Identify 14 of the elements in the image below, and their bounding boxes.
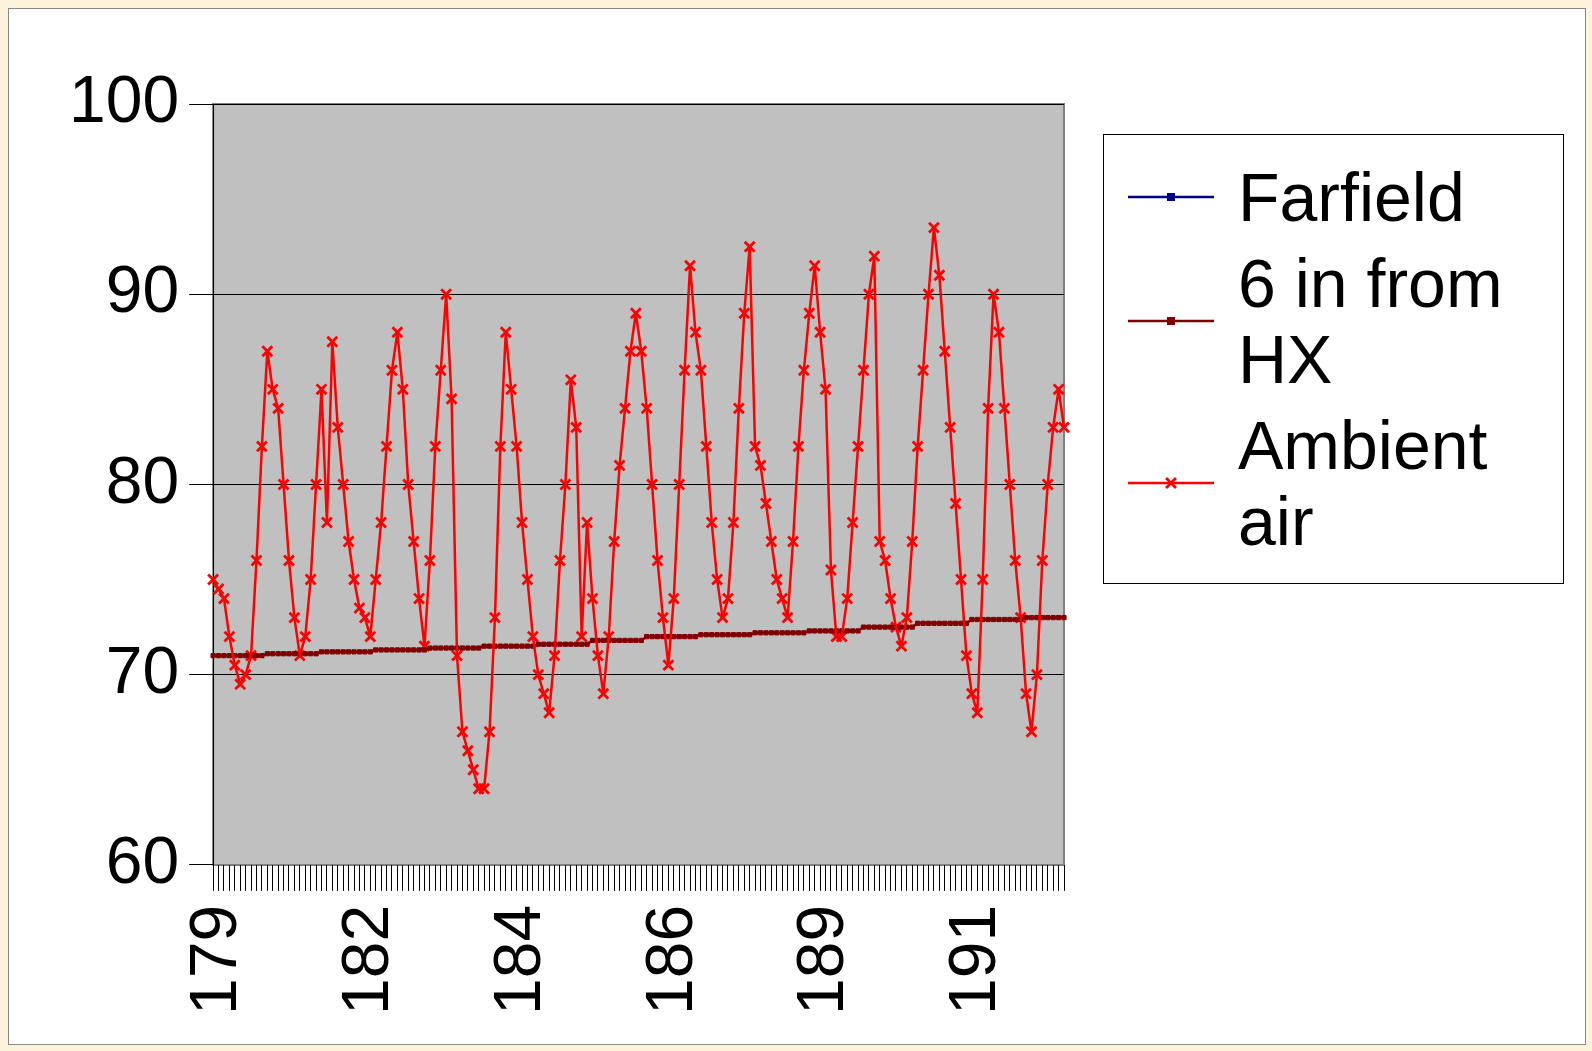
legend-label: Ambient air (1238, 407, 1489, 559)
legend-label: Farfield (1238, 159, 1466, 235)
y-tick-label: 60 (105, 823, 180, 898)
y-tick-label: 100 (68, 62, 180, 137)
x-tick-label: 179 (176, 904, 251, 1016)
x-tick-label: 189 (783, 904, 858, 1016)
x-tick-label: 186 (631, 904, 706, 1016)
y-tick-label: 90 (105, 252, 180, 327)
x-tick-label: 191 (935, 904, 1010, 1016)
x-tick-label: 182 (328, 904, 403, 1016)
legend-label: 6 in from HX (1238, 245, 1504, 397)
x-tick-label: 184 (479, 904, 554, 1016)
y-tick-label: 80 (105, 442, 180, 517)
y-tick-label: 70 (105, 632, 180, 707)
